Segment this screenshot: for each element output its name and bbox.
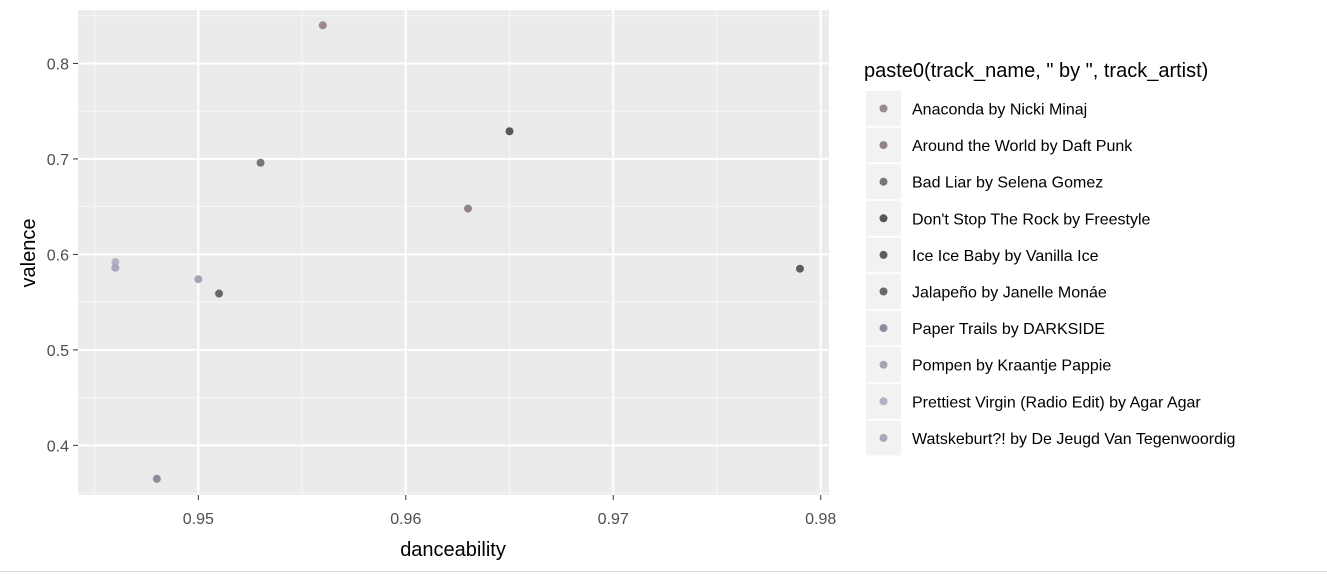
legend: paste0(track_name, " by ", track_artist)… (864, 60, 1235, 456)
data-point-4-0 (795, 264, 804, 273)
y-tick-label-2: 0.6 (47, 247, 69, 264)
x-tick-label-0: 0.95 (183, 511, 214, 528)
legend-label-9: Watskeburt?! by De Jeugd Van Tegenwoordi… (912, 431, 1235, 448)
data-points (111, 21, 804, 483)
x-tick-label-2: 0.97 (598, 511, 629, 528)
legend-label-4: Ice Ice Baby by Vanilla Ice (912, 248, 1099, 265)
x-tick-label-1: 0.96 (390, 511, 421, 528)
legend-label-2: Bad Liar by Selena Gomez (912, 175, 1103, 192)
legend-key-marker-8 (879, 397, 888, 406)
axis-ticks: 0.95 0.96 0.97 0.98 0.4 0.5 0.6 0.7 0.8 (47, 56, 837, 528)
legend-key-marker-7 (879, 360, 888, 369)
data-point-6-0 (152, 474, 161, 483)
legend-key-marker-3 (879, 214, 888, 223)
legend-title: paste0(track_name, " by ", track_artist) (864, 60, 1208, 82)
data-point-2-0 (256, 158, 265, 167)
legend-key-marker-5 (879, 287, 888, 296)
y-tick-label-4: 0.8 (47, 56, 69, 73)
legend-label-3: Don't Stop The Rock by Freestyle (912, 211, 1151, 228)
data-point-8-0 (111, 258, 120, 267)
data-point-5-0 (215, 289, 224, 298)
legend-key-marker-0 (879, 104, 888, 113)
data-point-0-0 (318, 21, 327, 30)
y-tick-label-3: 0.7 (47, 152, 69, 169)
legend-label-1: Around the World by Daft Punk (912, 138, 1133, 155)
legend-label-5: Jalapeño by Janelle Monáe (912, 285, 1107, 302)
x-axis-title: danceability (400, 539, 506, 561)
legend-key-marker-6 (879, 324, 888, 333)
data-point-1-0 (464, 204, 473, 213)
plot-panel (78, 10, 829, 495)
y-axis-title: valence (18, 219, 40, 288)
legend-label-8: Prettiest Virgin (Radio Edit) by Agar Ag… (912, 394, 1201, 411)
bottom-divider (0, 571, 1327, 572)
y-tick-label-1: 0.5 (47, 343, 69, 360)
x-tick-label-3: 0.98 (805, 511, 836, 528)
legend-key-marker-9 (879, 433, 888, 442)
data-point-9-0 (111, 263, 120, 272)
legend-label-7: Pompen by Kraantje Pappie (912, 358, 1111, 375)
legend-label-6: Paper Trails by DARKSIDE (912, 321, 1105, 338)
data-point-7-0 (194, 275, 203, 284)
y-tick-label-0: 0.4 (47, 438, 69, 455)
legend-key-marker-4 (879, 250, 888, 259)
grid-lines (78, 10, 829, 495)
legend-label-0: Anaconda by Nicki Minaj (912, 102, 1087, 119)
data-point-3-0 (505, 127, 514, 136)
legend-key-marker-2 (879, 177, 888, 186)
legend-key-marker-1 (879, 141, 888, 150)
